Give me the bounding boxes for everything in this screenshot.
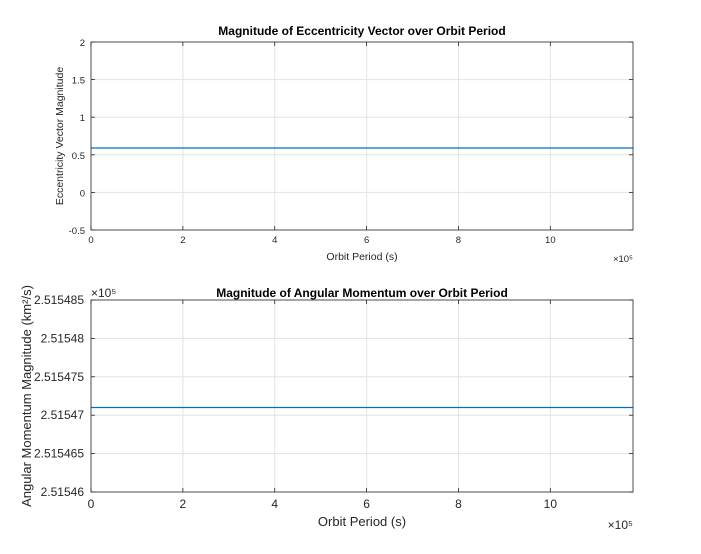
y-tick-label: 0 [80, 188, 85, 199]
y-tick-label: 2.515465 [34, 447, 84, 461]
y-axis-multiplier: ×10⁵ [91, 286, 116, 300]
y-axis-label: Angular Momentum Magnitude (km²/s) [19, 285, 34, 507]
y-tick-label: -0.5 [69, 226, 85, 237]
x-axis-label: Orbit Period (s) [318, 514, 406, 529]
y-tick-label: 2 [80, 38, 85, 49]
x-tick-label: 2 [180, 497, 187, 511]
y-axis-label: Eccentricity Vector Magnitude [54, 67, 66, 205]
chart-2: 0 2 4 6 8 10 2.51546 2.515465 2.51547 2.515475 2.5… [19, 285, 634, 532]
x-tick-label: 10 [545, 235, 556, 246]
x-tick-label: 6 [364, 235, 369, 246]
y-tick-label: 2.51546 [41, 485, 85, 499]
y-tick-label: 2.515475 [34, 370, 84, 384]
y-tick-label: 1 [80, 113, 85, 124]
x-tick-label: 6 [363, 497, 370, 511]
axes-box [90, 41, 634, 231]
x-tick-label: 8 [456, 235, 461, 246]
axes-box [90, 299, 634, 493]
plot-area [91, 300, 633, 492]
x-tick-label: 2 [180, 235, 185, 246]
plot-area [91, 42, 633, 230]
x-tick-label: 8 [455, 497, 462, 511]
y-tick-label: 2.51547 [41, 408, 85, 422]
x-tick-label: 0 [88, 235, 93, 246]
y-tick-label: 0.5 [72, 151, 85, 162]
chart-title: Magnitude of Angular Momentum over Orbit… [216, 286, 508, 300]
x-axis-multiplier: ×10⁵ [608, 518, 633, 532]
y-tick-label: 2.515485 [34, 293, 84, 307]
chart-title: Magnitude of Eccentricity Vector over Or… [218, 24, 505, 38]
x-axis-multiplier: ×10⁵ [613, 254, 633, 265]
x-tick-label: 4 [272, 235, 277, 246]
y-tick-label: 1.5 [72, 76, 85, 87]
y-tick-label: 2.51548 [41, 331, 85, 345]
x-axis-label: Orbit Period (s) [326, 251, 397, 263]
x-tick-label: 10 [544, 497, 558, 511]
x-tick-label: 4 [271, 497, 278, 511]
x-tick-label: 0 [88, 497, 95, 511]
